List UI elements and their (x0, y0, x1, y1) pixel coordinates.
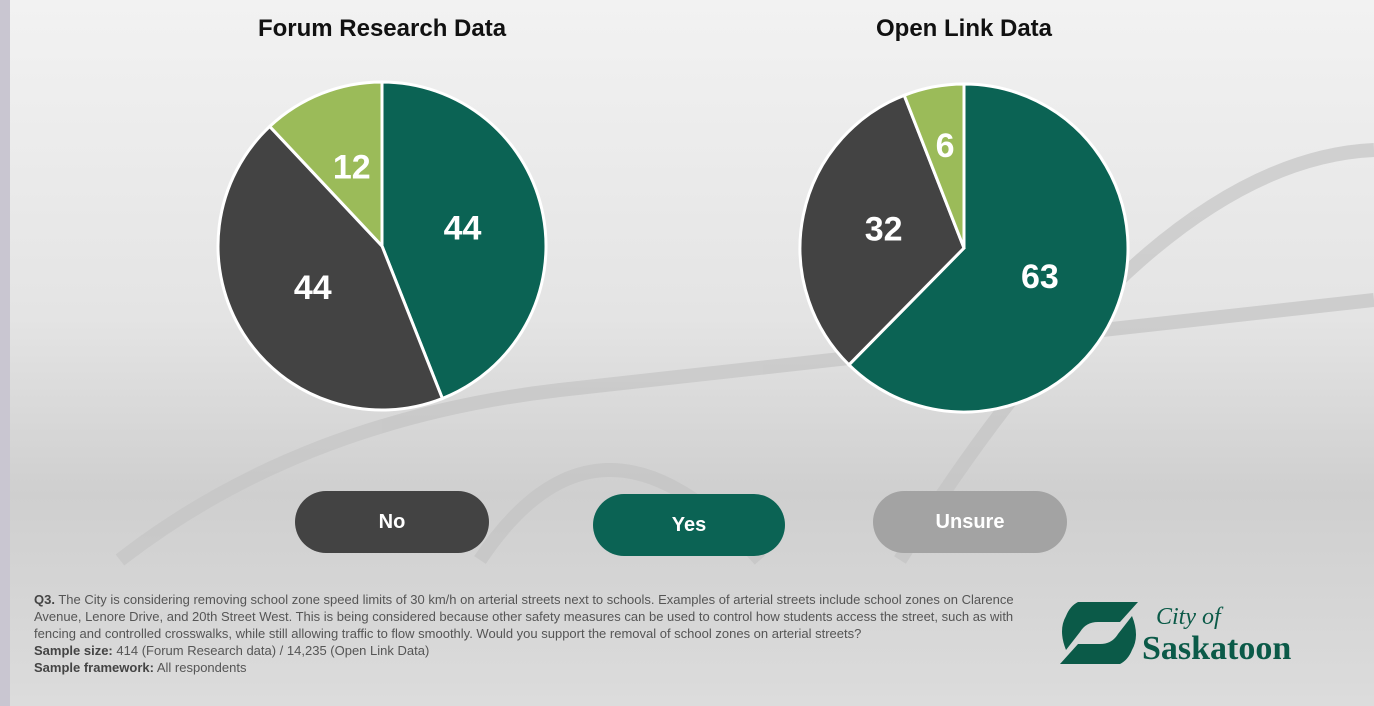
sample-size-text: 414 (Forum Research data) / 14,235 (Open… (116, 643, 429, 658)
legend-item: No (295, 491, 489, 553)
legend-item: Unsure (873, 491, 1067, 553)
logo-text: Saskatoon (1142, 630, 1291, 668)
chart-title: Forum Research Data (258, 15, 507, 42)
sample-size-label: Sample size: (34, 643, 113, 658)
footnote: Q3. The City is considering removing sch… (34, 591, 1014, 676)
question-label: Q3. (34, 592, 55, 607)
legend-item: Yes (593, 494, 785, 556)
logo: City of Saskatoon (1058, 600, 1358, 670)
legend-label: No (379, 511, 406, 534)
legend-label: Yes (672, 514, 706, 537)
logo-text: City of (1156, 604, 1221, 631)
legend-label: Unsure (936, 511, 1005, 534)
slice-label: 44 (444, 210, 482, 248)
question-text: The City is considering removing school … (34, 592, 1014, 641)
slice-label: 44 (294, 269, 332, 307)
slice-label: 32 (865, 211, 903, 249)
slice-label: 63 (1021, 258, 1059, 296)
framework-text: All respondents (157, 660, 247, 675)
logo-mark (1058, 600, 1140, 666)
framework-label: Sample framework: (34, 660, 154, 675)
slice-label: 6 (936, 127, 955, 165)
chart-title: Open Link Data (876, 15, 1053, 42)
slide: Forum Research Data 44 44 12 Open Link Data 6… (0, 0, 1374, 706)
slice-label: 12 (333, 149, 371, 187)
